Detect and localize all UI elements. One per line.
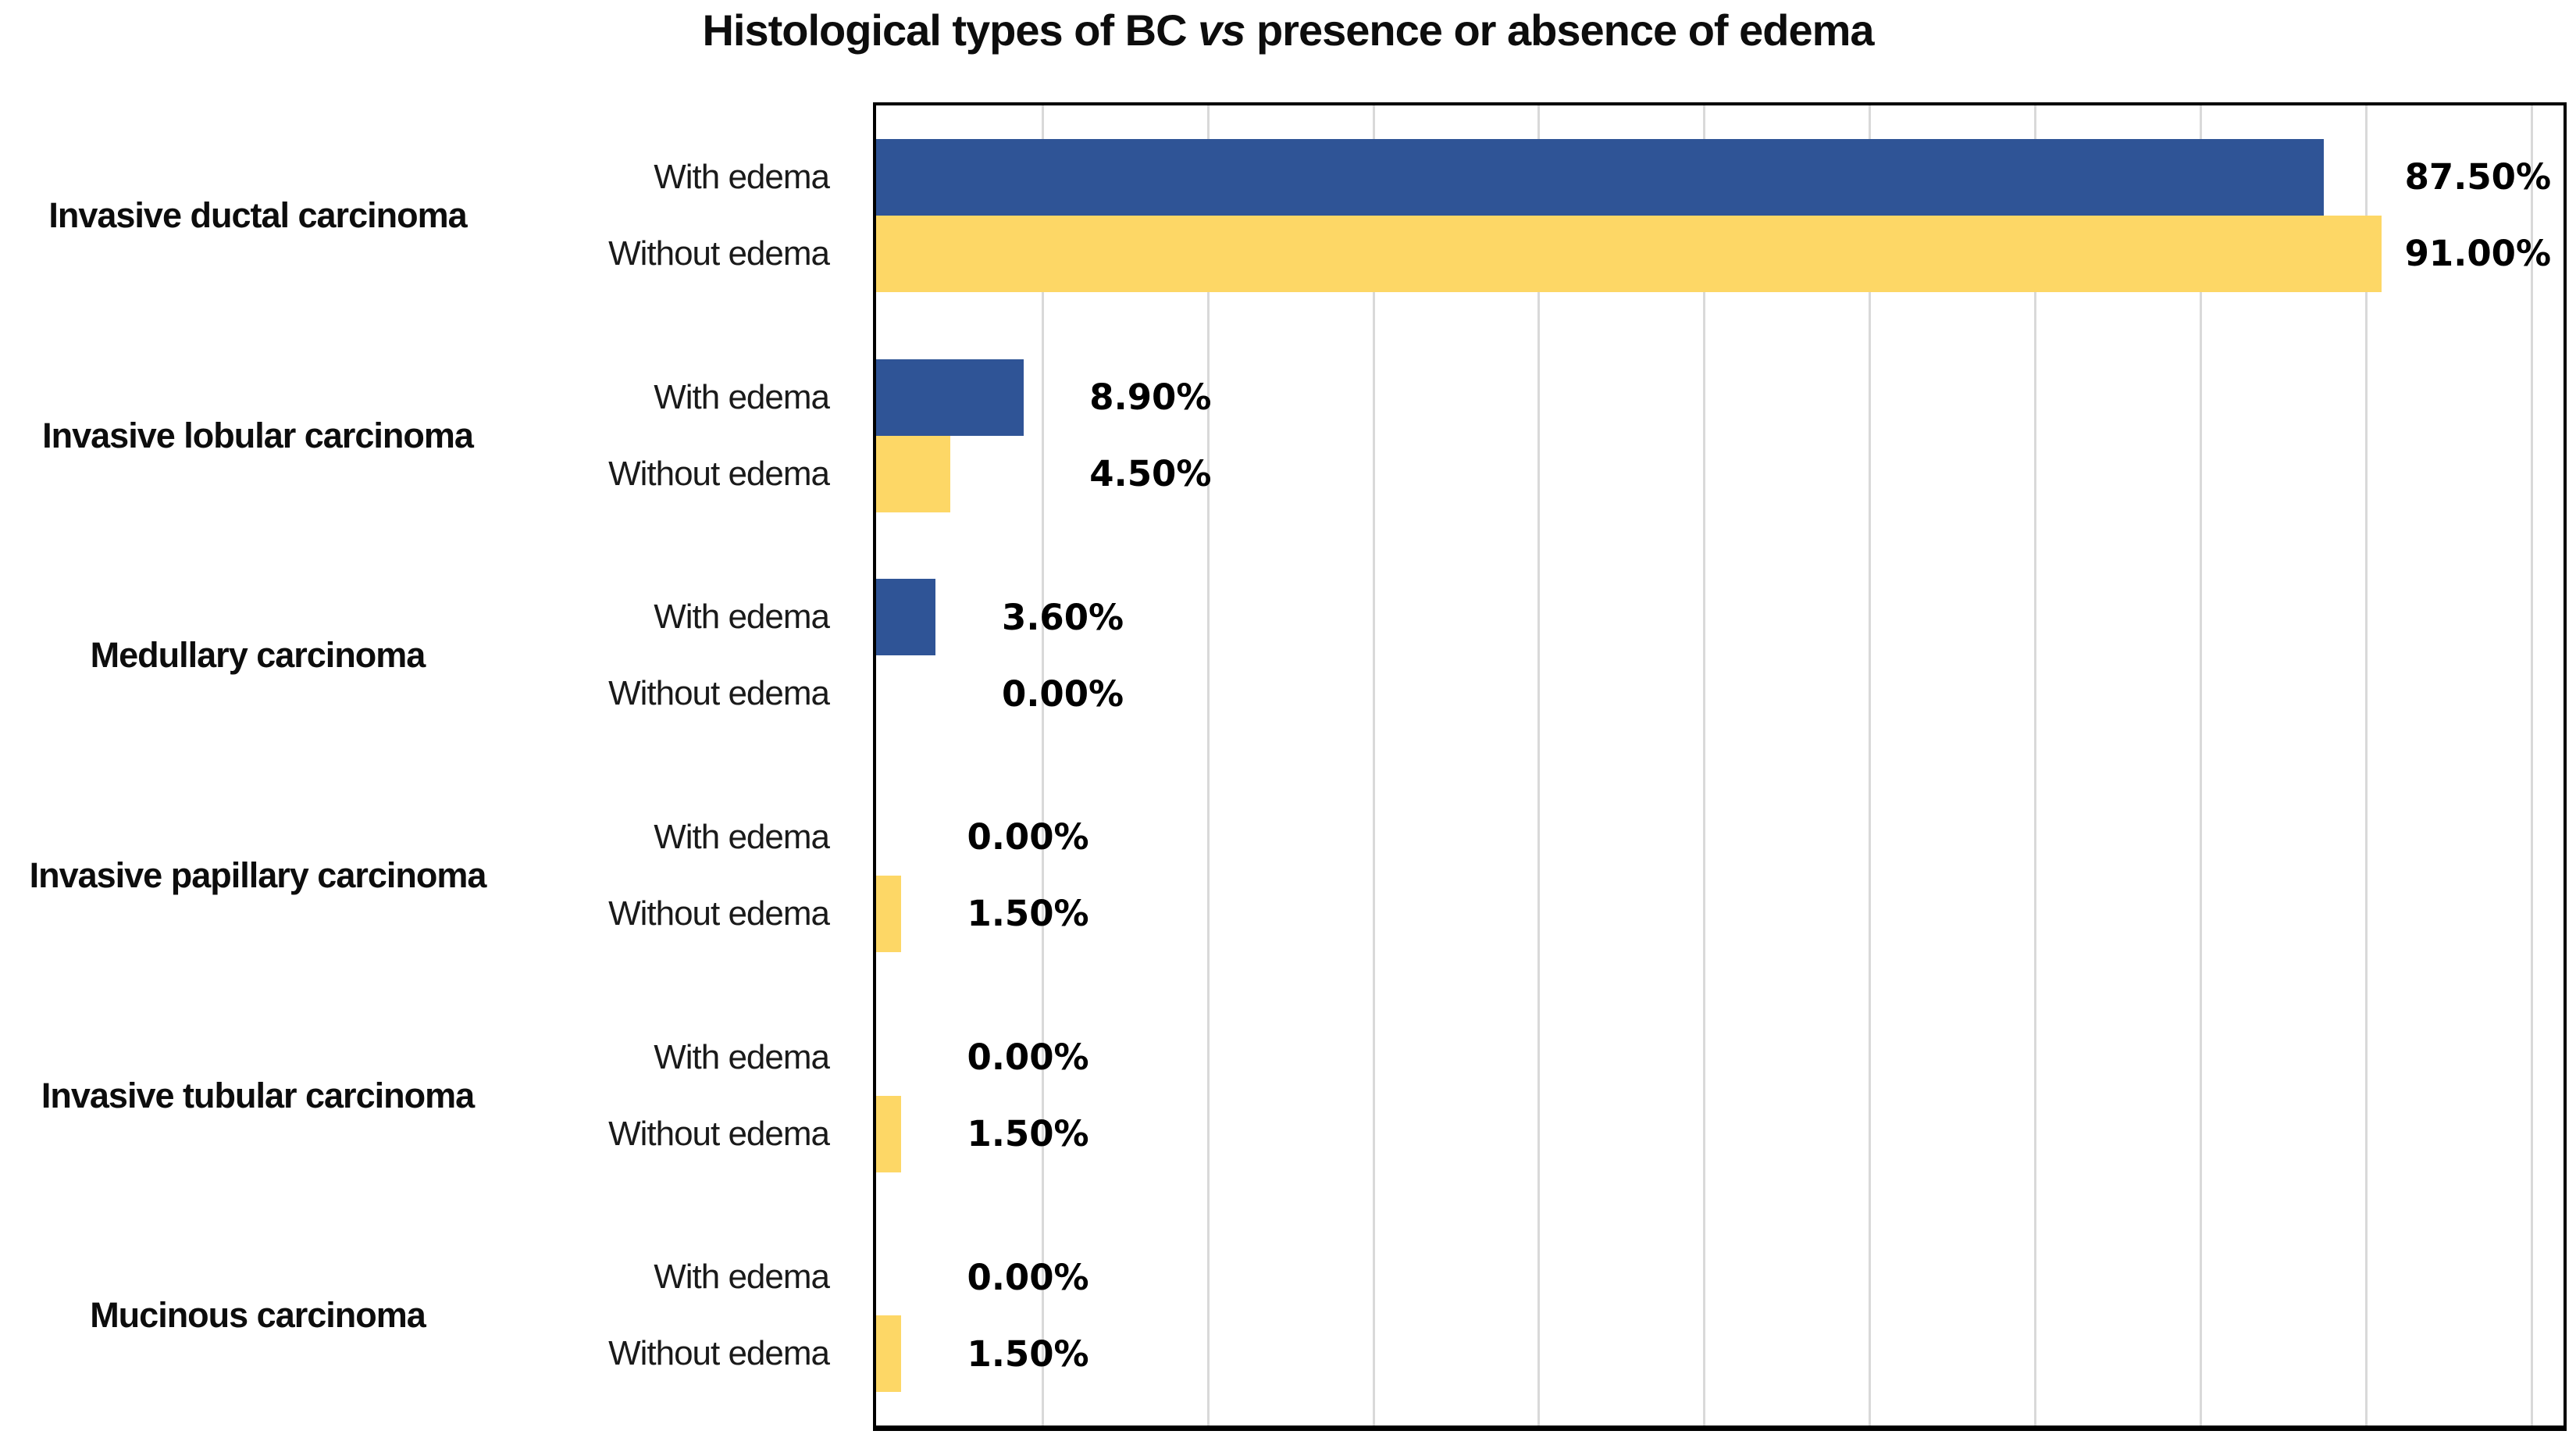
category-label-0: Invasive ductal carcinoma (48, 194, 467, 235)
category-label-3: Invasive papillary carcinoma (29, 855, 487, 895)
value-label-without-edema-1: 4.50% (1089, 453, 1212, 494)
bar-with-edema-2 (876, 579, 936, 656)
row-label-without-edema-2: Without edema (608, 674, 830, 713)
gridline-10 (1041, 105, 1044, 1426)
chart-title-vs: vs (1198, 5, 1245, 55)
row-label-without-edema-3: Without edema (608, 894, 830, 933)
value-label-with-edema-0: 87.50% (2404, 156, 2552, 198)
chart-title: Histological types of BC vs presence or … (0, 5, 2576, 55)
row-label-with-edema-2: With edema (654, 598, 830, 637)
category-label-2: Medullary carcinoma (90, 635, 426, 676)
row-label-with-edema-1: With edema (654, 377, 830, 416)
gridline-80 (2199, 105, 2202, 1426)
chart-title-prefix: Histological types of BC (702, 5, 1199, 55)
row-label-with-edema-4: With edema (654, 1037, 830, 1076)
gridline-70 (2034, 105, 2037, 1426)
value-label-with-edema-1: 8.90% (1089, 376, 1212, 418)
value-label-without-edema-5: 1.50% (967, 1333, 1089, 1375)
row-label-without-edema-1: Without edema (608, 454, 830, 493)
bar-with-edema-0 (876, 138, 2324, 216)
bar-with-edema-1 (876, 359, 1024, 436)
row-label-without-edema-5: Without edema (608, 1334, 830, 1373)
gridline-60 (1869, 105, 1872, 1426)
value-label-with-edema-2: 3.60% (1002, 596, 1124, 638)
row-label-with-edema-5: With edema (654, 1258, 830, 1297)
row-label-with-edema-0: With edema (654, 157, 830, 196)
value-label-with-edema-3: 0.00% (967, 816, 1089, 858)
gridline-100 (2530, 105, 2533, 1426)
row-label-without-edema-0: Without edema (608, 234, 830, 273)
bar-without-edema-4 (876, 1095, 901, 1172)
gridline-90 (2364, 105, 2368, 1426)
plot-area: 87.50% 91.00% 8.90% 4.50% 3.60% 0.00% 0.00% 1.5… (873, 102, 2567, 1431)
bar-without-edema-3 (876, 875, 901, 952)
bar-without-edema-1 (876, 435, 951, 512)
value-label-with-edema-4: 0.00% (967, 1037, 1089, 1078)
row-label-with-edema-3: With edema (654, 817, 830, 856)
bar-without-edema-5 (876, 1315, 901, 1393)
gridline-20 (1206, 105, 1210, 1426)
gridline-30 (1372, 105, 1375, 1426)
row-label-without-edema-4: Without edema (608, 1114, 830, 1153)
value-label-without-edema-2: 0.00% (1002, 673, 1124, 715)
value-label-without-edema-0: 91.00% (2404, 233, 2552, 275)
value-label-without-edema-3: 1.50% (967, 893, 1089, 935)
gridline-50 (1703, 105, 1706, 1426)
bar-without-edema-0 (876, 215, 2382, 292)
chart-title-suffix: presence or absence of edema (1245, 5, 1875, 55)
value-label-with-edema-5: 0.00% (967, 1256, 1089, 1298)
gridline-40 (1537, 105, 1541, 1426)
category-label-5: Mucinous carcinoma (90, 1295, 426, 1336)
category-label-1: Invasive lobular carcinoma (42, 415, 474, 455)
value-label-without-edema-4: 1.50% (967, 1113, 1089, 1154)
category-label-4: Invasive tubular carcinoma (41, 1075, 475, 1115)
